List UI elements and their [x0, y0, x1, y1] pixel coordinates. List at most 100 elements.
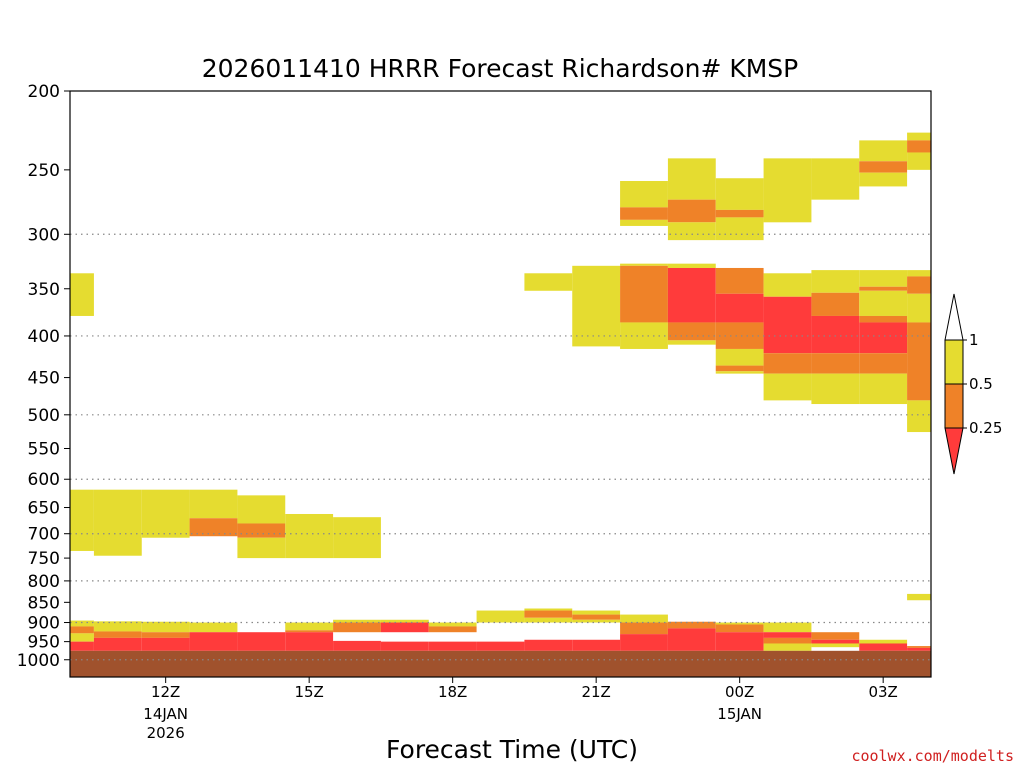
ri-cell-30: [380, 619, 429, 623]
ri-cell-109: [859, 353, 908, 374]
y-tick-label-350: 350: [28, 280, 60, 300]
chart-title: 2026011410 HRRR Forecast Richardson# KMS…: [202, 54, 799, 83]
ri-cell-44: [572, 619, 621, 623]
ri-cell-26: [285, 632, 334, 651]
ri-cell-0: [70, 273, 94, 316]
ri-cell-102: [859, 161, 908, 173]
ri-cell-99: [811, 353, 860, 374]
color-legend: 1 0.5 0.25: [944, 293, 1002, 475]
ri-cell-113: [907, 152, 931, 170]
ri-cell-8: [237, 537, 286, 559]
ground-layer: [70, 650, 931, 677]
gridlines: [70, 233, 931, 661]
ri-cell-63: [907, 593, 931, 601]
y-tick-label-750: 750: [28, 549, 60, 569]
x-tick-sublabel-4-0: 15JAN: [717, 705, 762, 723]
ri-cell-17: [93, 637, 142, 651]
ri-cell-42: [572, 610, 621, 615]
ri-cell-74: [667, 158, 716, 200]
ri-cell-85: [715, 293, 764, 323]
ri-cell-51: [715, 622, 764, 625]
ri-cell-45: [572, 639, 621, 651]
legend-cap-top: [944, 293, 964, 341]
x-tick-label-1: 15Z: [294, 683, 323, 701]
ri-cell-87: [715, 348, 764, 366]
ri-cell-27: [333, 619, 381, 623]
ri-cell-118: [907, 400, 931, 433]
ri-cell-20: [141, 637, 190, 651]
ri-cell-93: [763, 353, 812, 374]
ri-cell-24: [285, 622, 334, 631]
ri-cell-73: [620, 322, 668, 349]
ri-cell-59: [811, 639, 860, 644]
ri-cell-108: [859, 322, 908, 354]
y-tick-label-400: 400: [28, 327, 60, 347]
ri-cell-115: [907, 276, 931, 294]
ri-cell-1: [70, 489, 94, 551]
ri-cell-69: [620, 207, 668, 220]
y-tick-label-300: 300: [28, 225, 60, 245]
x-tick-label-4: 00Z: [725, 683, 754, 701]
ri-cell-5: [189, 518, 238, 537]
ri-cell-103: [859, 172, 908, 187]
y-tick-label-600: 600: [28, 470, 60, 490]
y-tick-label-500: 500: [28, 406, 60, 426]
x-tick-label-5: 03Z: [868, 683, 897, 701]
plot-cells: [70, 132, 931, 651]
ri-cell-6: [237, 495, 286, 524]
ri-cell-21: [189, 622, 238, 633]
ri-cell-66: [524, 273, 573, 291]
ri-cell-55: [763, 632, 812, 638]
legend-label-2: 0.25: [969, 419, 1002, 437]
ri-cell-57: [763, 643, 812, 651]
ri-cell-104: [859, 270, 908, 287]
ri-cell-117: [907, 322, 931, 401]
ri-cell-22: [189, 632, 238, 651]
x-tick-label-3: 21Z: [581, 683, 610, 701]
ri-cell-18: [141, 621, 190, 633]
ri-cell-32: [380, 641, 429, 651]
x-axis-label: Forecast Time (UTC): [386, 735, 638, 764]
x-tick-label-2: 18Z: [438, 683, 467, 701]
ri-cell-52: [715, 624, 764, 633]
ri-cell-28: [333, 622, 381, 633]
ri-cell-35: [428, 641, 477, 651]
x-tick-label-0: 12Z: [151, 683, 180, 701]
y-tick-label-650: 650: [28, 499, 60, 519]
ri-cell-11: [70, 620, 94, 627]
y-tick-label-900: 900: [28, 614, 60, 634]
ri-cell-49: [667, 621, 716, 629]
ri-cell-82: [715, 209, 764, 218]
ri-cell-89: [715, 371, 764, 374]
ri-cell-110: [859, 373, 908, 405]
y-tick-label-800: 800: [28, 572, 60, 592]
ri-cell-107: [859, 315, 908, 323]
ri-cell-37: [476, 641, 525, 651]
ri-cell-114: [907, 270, 931, 277]
ri-cell-13: [70, 633, 94, 642]
ri-cell-81: [715, 178, 764, 210]
legend-cap-bottom: [944, 427, 964, 475]
y-tick-label-700: 700: [28, 525, 60, 545]
ri-cell-64: [907, 646, 931, 648]
ri-cell-53: [715, 632, 764, 651]
ri-cell-36: [476, 610, 525, 623]
ri-cell-60: [811, 643, 860, 648]
ri-cell-67: [572, 265, 621, 347]
ri-cell-43: [572, 614, 621, 620]
ri-cell-39: [524, 610, 573, 618]
ri-cell-111: [907, 132, 931, 141]
ri-cell-2: [93, 489, 142, 556]
ri-cell-16: [93, 631, 142, 638]
ri-cell-95: [811, 158, 860, 200]
ri-cell-10: [333, 517, 381, 559]
y-tick-label-1000: 1000: [17, 651, 60, 671]
y-tick-label-450: 450: [28, 369, 60, 389]
ri-cell-23: [237, 632, 286, 651]
ri-cell-75: [667, 199, 716, 223]
ri-cell-88: [715, 365, 764, 372]
ri-cell-19: [141, 632, 190, 638]
ri-cell-61: [859, 639, 908, 644]
ri-cell-68: [620, 180, 668, 208]
